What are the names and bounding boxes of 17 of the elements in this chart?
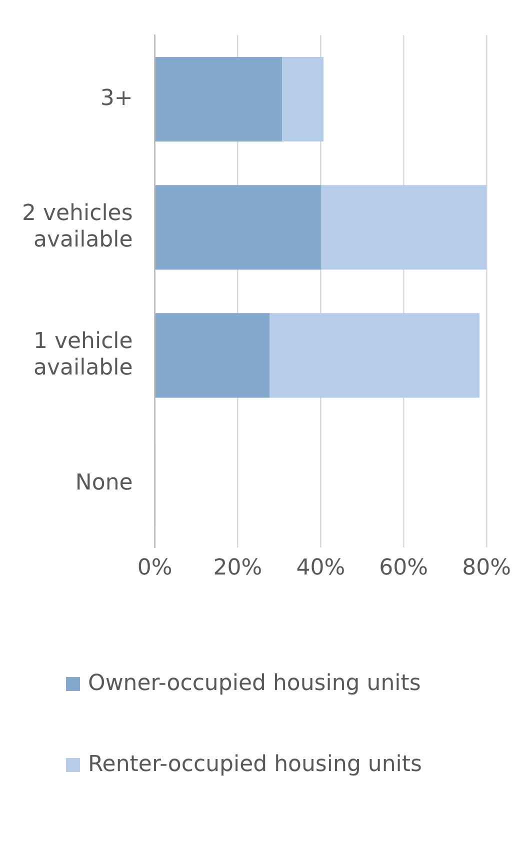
y-tick-label: 2 vehicles available: [22, 200, 133, 252]
x-tick-label: 0%: [137, 556, 172, 581]
x-tick-label: 60%: [379, 556, 428, 581]
bar: [282, 56, 324, 142]
y-tick-label: None: [75, 470, 133, 496]
bar: [155, 185, 322, 270]
legend-label: Owner-occupied housing units: [88, 670, 421, 698]
x-tick-label: 40%: [296, 556, 346, 581]
y-tick-label: 3+: [100, 86, 133, 111]
legend-label: Renter-occupied housing units: [88, 751, 422, 779]
x-tick-label: 20%: [213, 556, 262, 581]
bar: [321, 185, 487, 270]
bar: [155, 56, 282, 142]
bar: [155, 313, 270, 398]
y-tick-label: 1 vehicle available: [33, 328, 133, 380]
bar: [270, 313, 480, 398]
x-tick-label: 80%: [462, 556, 512, 581]
